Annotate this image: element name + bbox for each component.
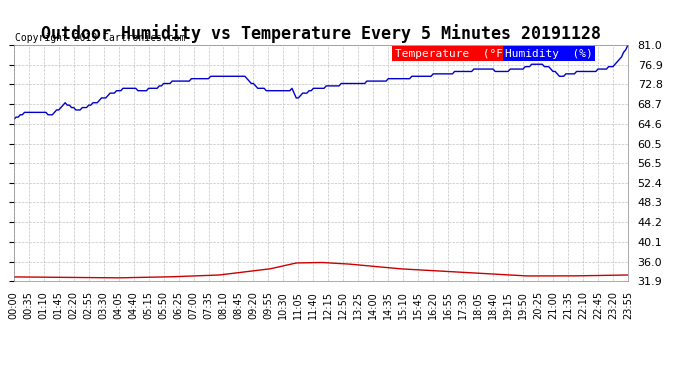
- Text: Humidity  (%): Humidity (%): [505, 48, 593, 58]
- Text: Copyright 2019 Cartronics.com: Copyright 2019 Cartronics.com: [15, 33, 186, 43]
- Text: Temperature  (°F): Temperature (°F): [395, 48, 509, 58]
- Title: Outdoor Humidity vs Temperature Every 5 Minutes 20191128: Outdoor Humidity vs Temperature Every 5 …: [41, 24, 601, 44]
